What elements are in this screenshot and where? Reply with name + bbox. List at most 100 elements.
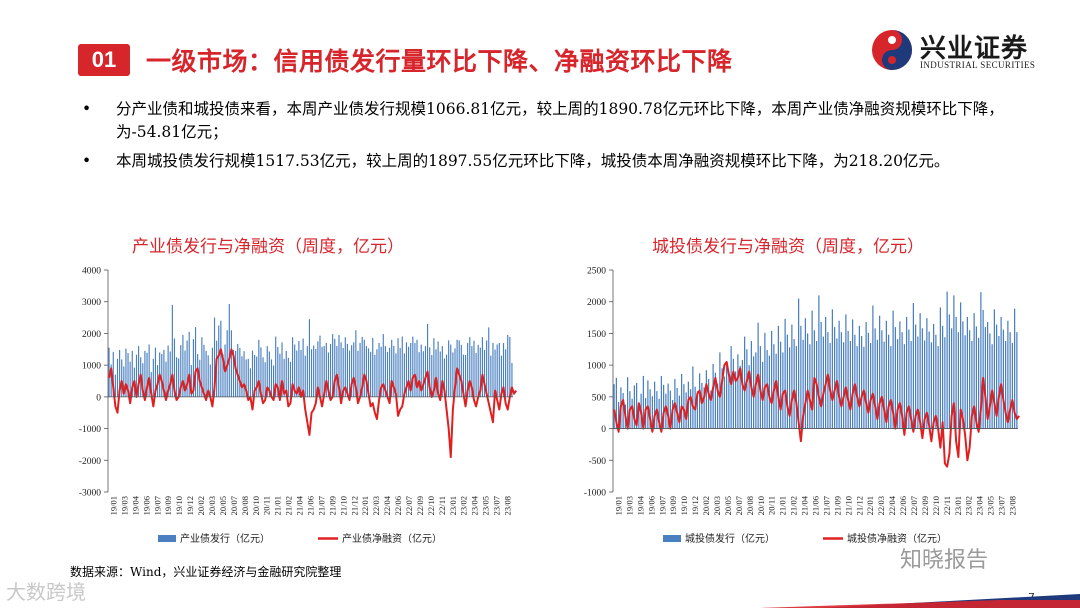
x-tick-label: 19/07 <box>152 496 162 515</box>
issuance-bar <box>329 343 332 397</box>
x-tick-label: 21/10 <box>843 496 853 515</box>
issuance-bar <box>370 351 372 397</box>
issuance-bar <box>946 291 948 429</box>
x-tick-label: 22/04 <box>887 495 897 515</box>
issuance-bar <box>737 354 739 429</box>
issuance-bar <box>256 356 258 397</box>
issuance-bar <box>964 335 966 429</box>
issuance-bar <box>699 373 701 429</box>
issuance-bar <box>627 377 629 429</box>
issuance-bar <box>708 379 710 429</box>
issuance-bar <box>906 316 908 429</box>
x-tick-label: 22/01 <box>360 496 370 515</box>
issuance-bar <box>448 340 450 397</box>
issuance-bar <box>1000 316 1002 429</box>
issuance-bar <box>669 390 671 429</box>
issuance-bar <box>683 384 685 429</box>
issuance-bar <box>365 346 367 397</box>
issuance-bar <box>847 330 849 429</box>
issuance-bar <box>325 342 327 397</box>
issuance-bar <box>926 318 928 429</box>
issuance-bar <box>422 351 424 397</box>
legend-bar-swatch <box>663 535 681 542</box>
issuance-bar <box>507 335 509 397</box>
issuance-bar <box>820 322 822 429</box>
issuance-bar <box>723 376 725 429</box>
y-tick-label: 4000 <box>82 267 101 277</box>
issuance-bar <box>631 398 633 429</box>
y-tick-label: 2000 <box>82 330 101 340</box>
issuance-bar <box>701 382 703 429</box>
issuance-bar <box>300 349 302 397</box>
issuance-bar <box>771 330 773 429</box>
bullet-dot-icon: • <box>82 100 92 118</box>
issuance-bar <box>291 337 294 397</box>
issuance-bar <box>150 372 152 397</box>
issuance-bar <box>304 355 306 397</box>
issuance-bar <box>685 392 687 429</box>
issuance-bar <box>481 337 483 397</box>
issuance-bar <box>971 341 973 429</box>
issuance-bar <box>477 344 479 397</box>
issuance-bar <box>915 324 917 429</box>
issuance-bar <box>245 359 247 397</box>
issuance-bar <box>344 337 346 397</box>
issuance-bar <box>399 348 401 397</box>
issuance-bar <box>775 353 777 429</box>
x-tick-label: 22/04 <box>382 495 392 515</box>
issuance-bar <box>397 338 399 397</box>
issuance-bar <box>822 336 824 429</box>
issuance-bar <box>424 346 427 397</box>
issuance-bar <box>849 341 851 429</box>
issuance-bar <box>249 368 251 397</box>
issuance-bar <box>791 324 793 429</box>
x-tick-label: 21/06 <box>306 496 316 515</box>
issuance-bar <box>443 358 446 397</box>
issuance-bar <box>939 307 941 429</box>
x-tick-label: 20/02 <box>701 496 711 515</box>
issuance-bar <box>636 382 638 429</box>
issuance-bar <box>279 353 281 397</box>
issuance-bar <box>315 348 317 397</box>
issuance-bar <box>213 317 216 397</box>
issuance-bar <box>161 354 163 397</box>
issuance-bar <box>861 335 863 429</box>
issuance-bar <box>268 351 270 397</box>
issuance-bar <box>321 346 323 397</box>
issuance-bar <box>129 361 131 397</box>
x-tick-label: 19/09 <box>163 496 173 515</box>
issuance-bar <box>744 336 746 429</box>
y-tick-label: 1000 <box>587 362 606 372</box>
issuance-bar <box>777 325 779 429</box>
bullet-dot-icon: • <box>82 152 92 170</box>
issuance-bar <box>962 321 964 429</box>
issuance-bar <box>488 327 490 397</box>
issuance-bar <box>615 377 617 429</box>
issuance-bar <box>498 342 500 397</box>
issuance-bar <box>254 354 256 397</box>
x-tick-label: 20/02 <box>196 496 206 515</box>
issuance-bar <box>471 346 473 397</box>
x-tick-label: 22/07 <box>909 496 919 515</box>
issuance-bar <box>856 346 858 429</box>
issuance-bar <box>908 329 910 429</box>
issuance-bar <box>342 348 344 397</box>
issuance-bar <box>917 336 919 429</box>
x-tick-label: 20/07 <box>229 496 239 515</box>
issuance-bar <box>739 365 741 429</box>
corner-decoration-icon <box>760 594 1080 608</box>
issuance-bar <box>361 336 363 397</box>
x-tick-label: 22/06 <box>898 496 908 515</box>
issuance-bar <box>317 341 319 397</box>
company-logo: 兴业证券 INDUSTRIAL SECURITIES <box>868 28 1058 74</box>
issuance-bar <box>230 330 232 397</box>
issuance-bar <box>220 320 222 397</box>
issuance-bar <box>728 372 730 429</box>
issuance-bar <box>852 319 854 429</box>
x-tick-label: 23/08 <box>503 496 513 515</box>
x-tick-label: 19/03 <box>119 496 129 515</box>
issuance-bar <box>138 346 140 397</box>
data-source-note: 数据来源：Wind，兴业证券经济与金融研究院整理 <box>70 565 342 579</box>
issuance-bar <box>464 354 467 397</box>
